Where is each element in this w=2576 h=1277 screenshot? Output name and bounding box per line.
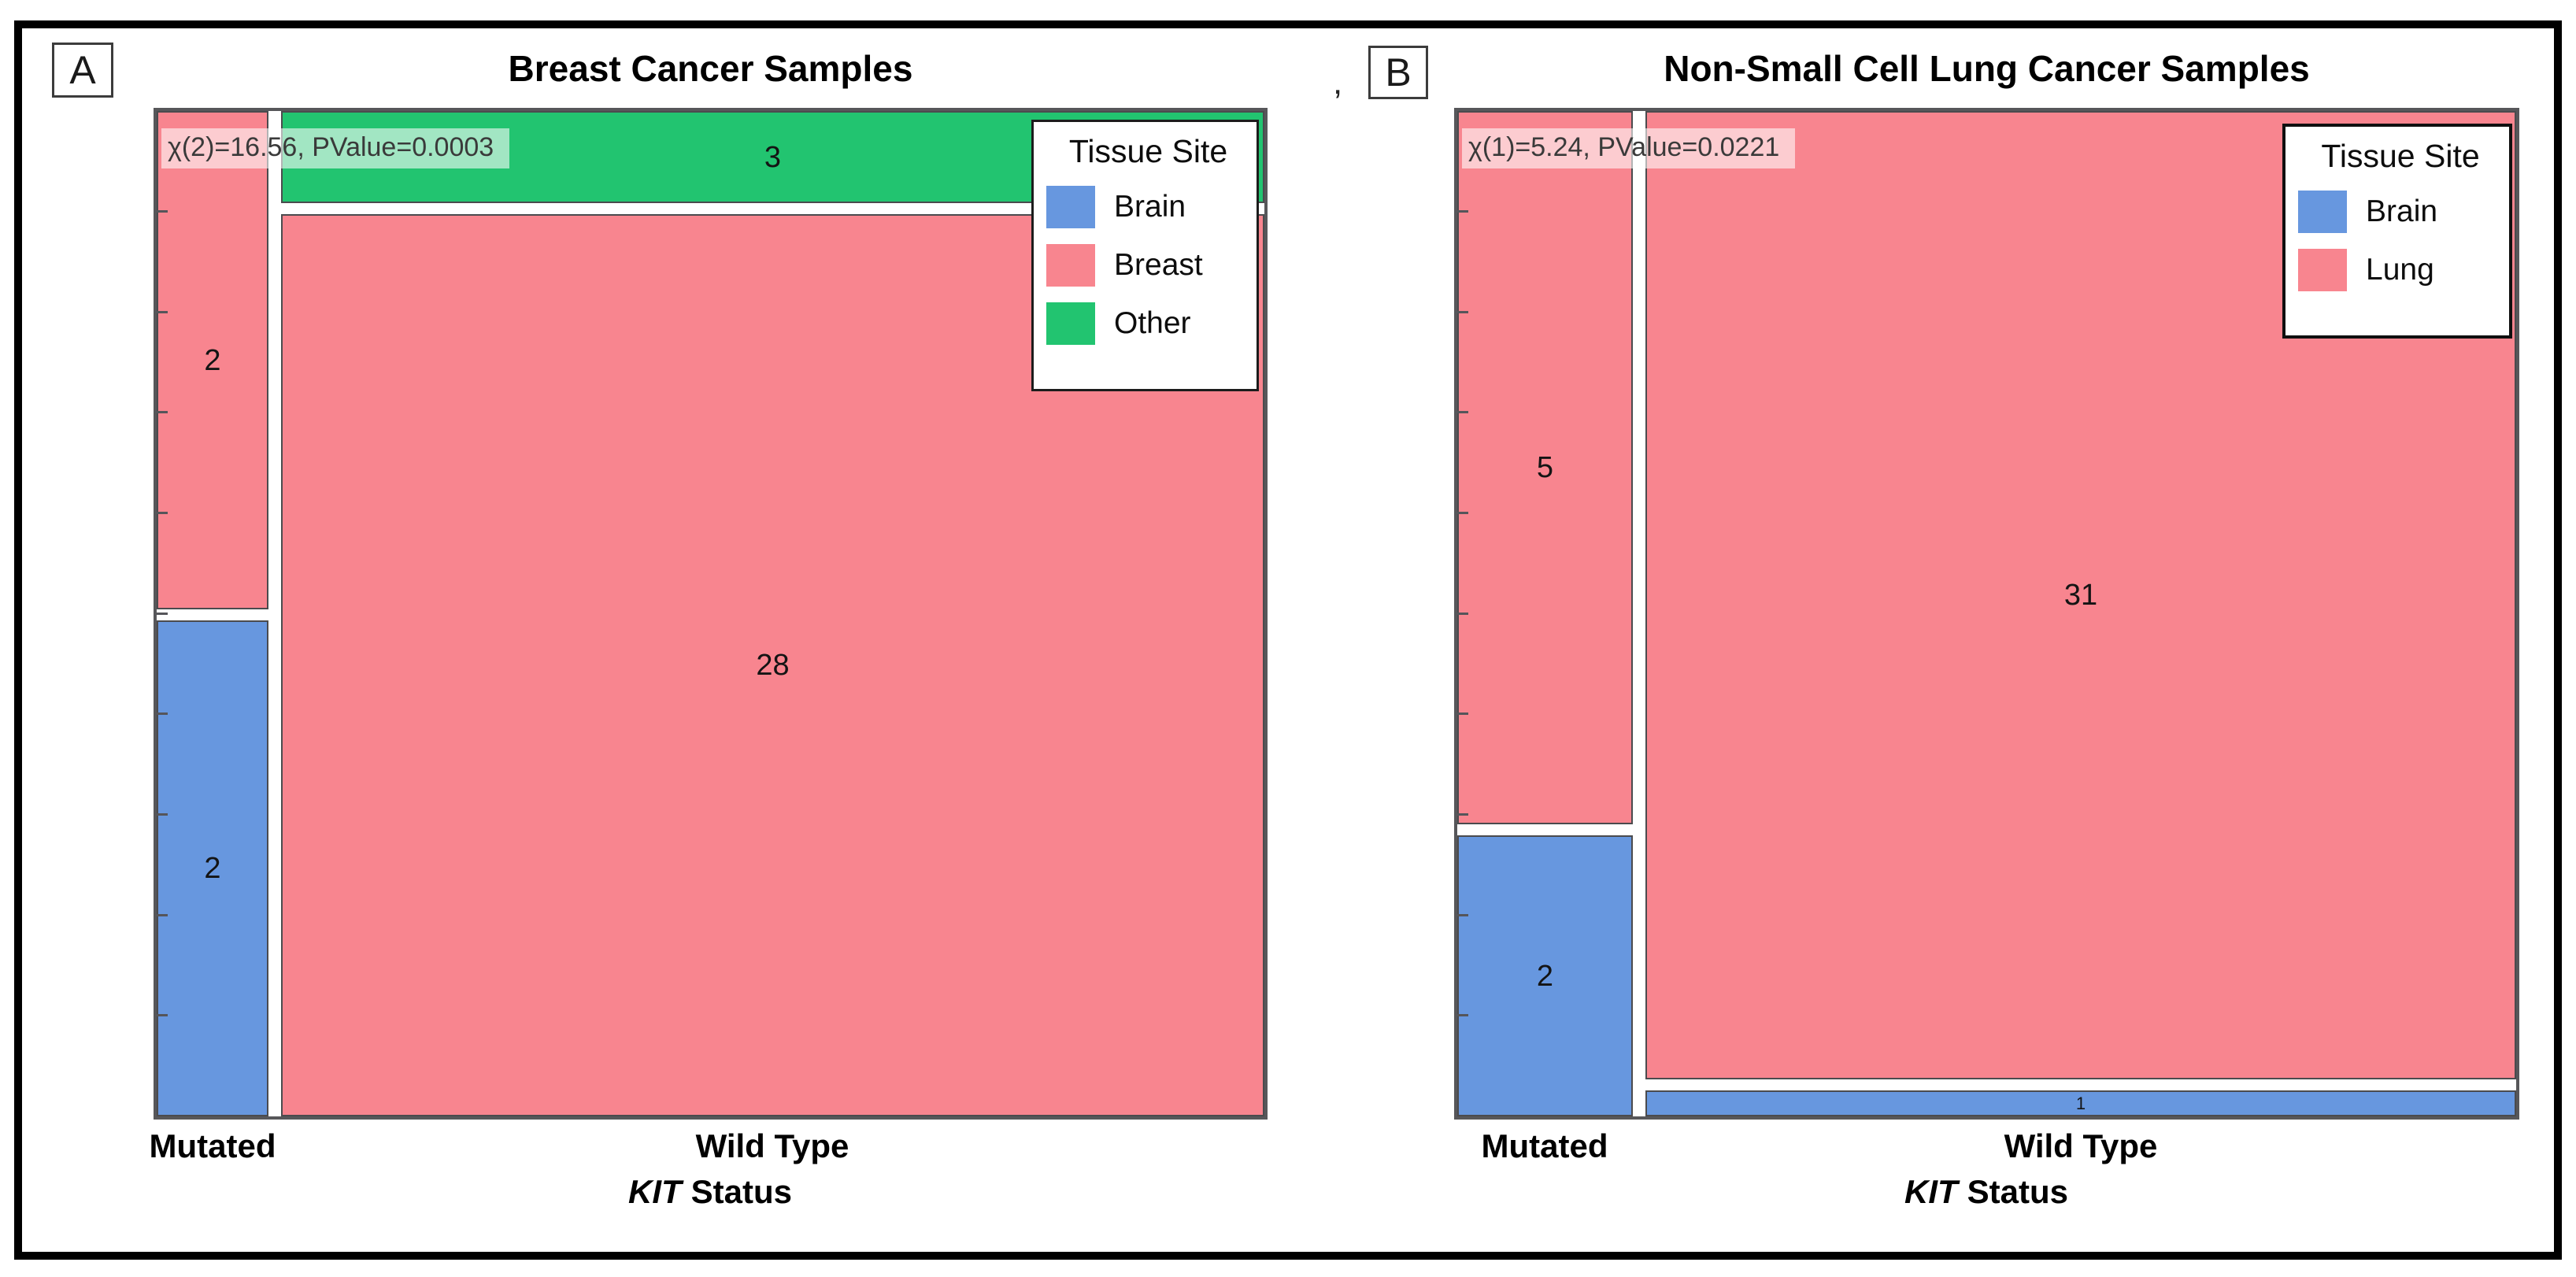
- panel-a-title: Breast Cancer Samples: [508, 48, 913, 89]
- legend-entry-label: Brain: [1114, 190, 1186, 224]
- y-axis-tick: [157, 1014, 168, 1016]
- axis-title-rest: Status: [1967, 1173, 2068, 1210]
- y-axis-tick: [157, 713, 168, 715]
- cell-count: 1: [2075, 1093, 2086, 1113]
- cell-count: 2: [204, 343, 221, 377]
- chi-square-annotation-a: χ(2)=16.56, PValue=0.0003: [161, 128, 510, 168]
- y-axis-tick: [1457, 512, 1468, 514]
- legend-title: Tissue Site: [2321, 138, 2480, 174]
- legend-a: Tissue Site Brain Breast Other: [1031, 120, 1259, 391]
- y-axis-tick: [1457, 1014, 1468, 1016]
- y-axis-tick: [1457, 613, 1468, 615]
- chi-square-annotation-b: χ(1)=5.24, PValue=0.0221: [1462, 128, 1796, 168]
- y-axis-tick: [157, 613, 168, 615]
- column-a-mutated: 2 2: [157, 111, 268, 1116]
- figure-border: [14, 20, 2562, 1260]
- lung-swatch-icon: [2298, 249, 2347, 291]
- brain-swatch-icon: [1046, 186, 1095, 228]
- cell-b-mutated-lung: 5: [1457, 111, 1633, 824]
- cell-a-mutated-breast: 2: [157, 111, 268, 609]
- x-category-b-wildtype: Wild Type: [2004, 1127, 2158, 1164]
- legend-entry-label: Other: [1114, 306, 1191, 340]
- cell-count: 5: [1536, 451, 1554, 484]
- stray-mark: ,: [1333, 63, 1343, 102]
- panel-a-label: A: [52, 43, 113, 98]
- brain-swatch-icon: [2298, 191, 2347, 233]
- legend-title: Tissue Site: [1068, 133, 1228, 169]
- legend-b: Tissue Site Brain Lung: [2282, 124, 2512, 339]
- y-axis-tick: [157, 813, 168, 816]
- y-axis-tick: [157, 411, 168, 413]
- gene-symbol: KIT: [627, 1173, 682, 1210]
- legend-entry-label: Lung: [2366, 253, 2434, 287]
- legend-entry-lung: Lung: [2298, 249, 2503, 291]
- x-category-a-wildtype: Wild Type: [695, 1127, 849, 1164]
- y-axis-tick: [1457, 210, 1468, 213]
- y-axis-tick: [1457, 411, 1468, 413]
- y-axis-tick: [157, 210, 168, 213]
- cell-count: 2: [204, 852, 221, 885]
- legend-entry-label: Brain: [2366, 194, 2438, 228]
- x-category-b-mutated: Mutated: [1481, 1127, 1608, 1164]
- y-axis-tick: [1457, 713, 1468, 715]
- legend-entry-other: Other: [1046, 302, 1250, 345]
- legend-entry-breast: Breast: [1046, 244, 1250, 287]
- legend-entry-label: Breast: [1114, 248, 1203, 282]
- cell-a-mutated-brain: 2: [157, 620, 268, 1116]
- column-b-mutated: 5 2: [1457, 111, 1633, 1116]
- y-axis-tick: [157, 512, 168, 514]
- panel-b-label: B: [1368, 46, 1428, 99]
- legend-entry-brain: Brain: [1046, 186, 1250, 228]
- cell-b-mutated-brain: 2: [1457, 835, 1633, 1116]
- y-axis-tick: [1457, 813, 1468, 816]
- axis-title-rest: Status: [690, 1173, 792, 1210]
- mosaic-plot-b: 5 2 31 1 χ(1)=5.24, PValue=0.0221: [1454, 108, 2519, 1120]
- y-axis-tick: [157, 914, 168, 916]
- gene-symbol: KIT: [1904, 1173, 1958, 1210]
- cell-count: 2: [1536, 959, 1554, 993]
- x-axis-title-a: KIT Status: [553, 1173, 868, 1211]
- legend-entry-brain: Brain: [2298, 191, 2503, 233]
- y-axis-tick: [1457, 914, 1468, 916]
- y-axis-tick: [157, 311, 168, 313]
- panel-b-title: Non-Small Cell Lung Cancer Samples: [1664, 48, 2310, 89]
- x-axis-title-b: KIT Status: [1829, 1173, 2144, 1211]
- x-category-a-mutated: Mutated: [149, 1127, 276, 1164]
- other-swatch-icon: [1046, 302, 1095, 345]
- cell-count: 31: [2063, 579, 2098, 612]
- y-axis-tick: [1457, 311, 1468, 313]
- cell-count: 28: [756, 649, 790, 682]
- breast-swatch-icon: [1046, 244, 1095, 287]
- cell-b-wildtype-brain: 1: [1645, 1090, 2516, 1116]
- cell-count: 3: [764, 140, 782, 174]
